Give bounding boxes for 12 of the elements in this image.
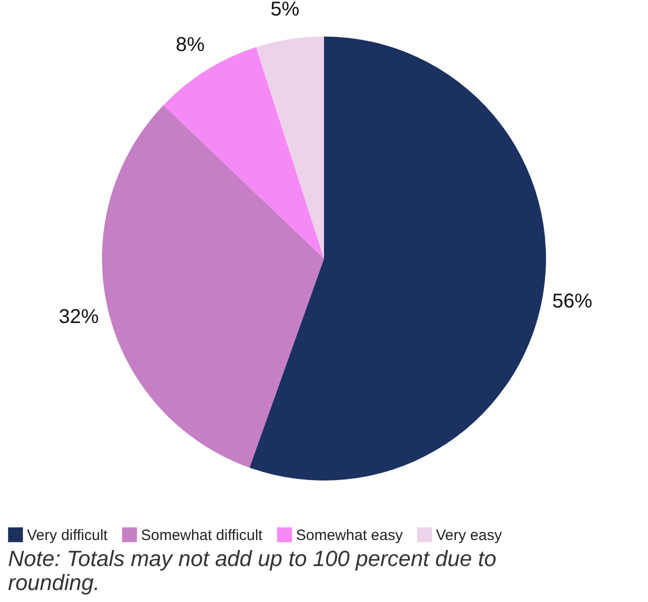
pie-slice bbox=[102, 105, 324, 468]
data-label: 8% bbox=[176, 34, 205, 56]
data-label: 56% bbox=[552, 290, 593, 312]
legend-label: Somewhat difficult bbox=[141, 526, 264, 544]
legend-label: Very difficult bbox=[27, 526, 108, 544]
legend-label: Somewhat easy bbox=[296, 526, 404, 544]
legend-label: Very easy bbox=[436, 526, 502, 544]
data-label: 32% bbox=[58, 306, 100, 328]
pie-slice bbox=[256, 36, 324, 258]
data-label: 5% bbox=[270, 0, 300, 21]
pie-slice bbox=[250, 36, 546, 480]
text: Note: Totals may not add up to 100 percent due to rounding. bbox=[8, 546, 496, 595]
